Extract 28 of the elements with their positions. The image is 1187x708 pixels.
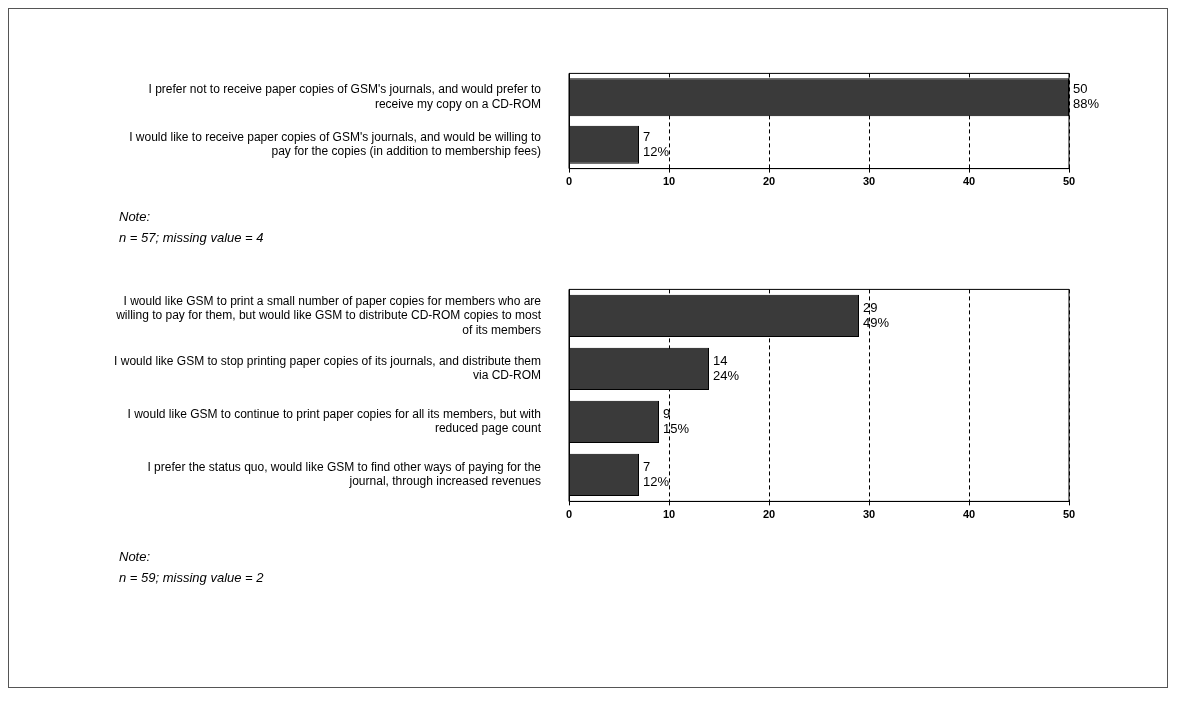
data-label: 7 12% xyxy=(643,128,670,159)
x-tick-label: 50 xyxy=(1062,175,1076,188)
data-label: 7 12% xyxy=(643,458,670,489)
x-tick-label: 0 xyxy=(565,175,573,188)
y-tick-label: I would like to receive paper copies of GSM's journals, and would be willing to pay for the copies (in addition to membership fees) xyxy=(129,129,542,159)
y-tick-label: I prefer not to receive paper copies of GSM's journals, and would prefer to receive my copy on a CD-ROM xyxy=(148,82,542,111)
x-tick-label: 20 xyxy=(762,508,776,521)
y-tick-label: I would like GSM to stop printing paper copies of its journals, and distribute them via CD-ROM xyxy=(114,354,541,383)
x-tick-label: 40 xyxy=(962,175,976,188)
y-tick-label: I would like GSM to continue to print paper copies for all its members, but with reduced page count xyxy=(127,407,542,436)
x-tick-label: 50 xyxy=(1062,508,1076,521)
text: n = 59; missing value = 2 xyxy=(119,570,265,585)
data-label: 50 88% xyxy=(1073,81,1100,112)
data-label: 14 24% xyxy=(713,352,740,383)
x-tick-label: 20 xyxy=(762,175,776,188)
data-label: 9 15% xyxy=(663,405,690,436)
x-tick-label: 10 xyxy=(662,175,676,188)
text: Note: xyxy=(119,549,152,564)
x-tick-label: 30 xyxy=(862,175,876,188)
y-tick-label: I would like GSM to print a small number of paper copies for members who are willing to pay for them, but would like GSM to distribute CD-ROM copies to most of its members xyxy=(115,293,542,337)
x-tick-label: 10 xyxy=(662,508,676,521)
text: n = 57; missing value = 4 xyxy=(119,230,265,245)
data-label: 29 49% xyxy=(863,299,890,330)
x-tick-label: 0 xyxy=(565,508,573,521)
x-tick-label: 30 xyxy=(862,508,876,521)
text: Note: xyxy=(119,209,152,224)
x-tick-label: 40 xyxy=(962,508,976,521)
y-tick-label: I prefer the status quo, would like GSM to find other ways of paying for the journal, through increased revenues xyxy=(147,460,542,489)
